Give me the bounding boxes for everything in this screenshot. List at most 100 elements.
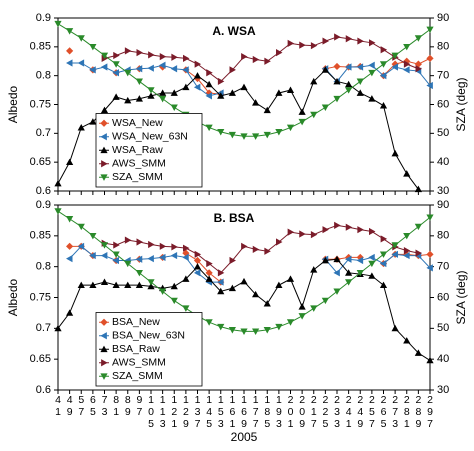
y2-tick-label: 80 xyxy=(437,230,449,242)
data-point xyxy=(229,66,236,74)
x-tick-label: 169 xyxy=(238,394,250,430)
data-point xyxy=(193,263,202,270)
data-point xyxy=(426,81,433,90)
data-point xyxy=(379,281,388,289)
data-point xyxy=(391,52,399,60)
x-tick-label: 81 xyxy=(110,394,122,418)
data-point xyxy=(263,326,271,334)
data-point xyxy=(159,61,166,69)
data-point xyxy=(298,313,306,320)
x-tick-label: 121 xyxy=(168,394,180,430)
data-point xyxy=(333,269,340,277)
data-point xyxy=(333,77,341,85)
y-tick-label: 0.65 xyxy=(30,353,51,365)
data-point xyxy=(205,124,213,132)
series-line xyxy=(69,62,431,97)
data-point xyxy=(217,287,225,295)
x-tick-label: 105 xyxy=(145,394,157,430)
data-point xyxy=(135,281,143,289)
data-point xyxy=(205,92,213,100)
legend-marker xyxy=(101,160,108,168)
data-point xyxy=(66,309,74,316)
data-point xyxy=(391,324,399,332)
data-point xyxy=(310,111,318,119)
data-point xyxy=(379,61,388,68)
data-point xyxy=(66,255,73,263)
data-point xyxy=(379,259,387,268)
data-point xyxy=(147,64,154,72)
data-point xyxy=(77,281,85,289)
data-point xyxy=(275,281,283,289)
x-tick-label: 233 xyxy=(331,394,343,430)
data-point xyxy=(66,242,74,250)
data-point xyxy=(275,323,283,331)
data-point xyxy=(193,83,201,91)
data-point xyxy=(298,118,306,126)
series-line xyxy=(104,36,419,83)
data-point xyxy=(194,60,202,68)
x-tick-label: 201 xyxy=(285,394,297,430)
data-point xyxy=(182,244,190,252)
y-tick-label: 0.75 xyxy=(30,98,51,110)
x-tick-label: 257 xyxy=(366,394,378,430)
data-point xyxy=(124,281,132,289)
y2-tick-label: 70 xyxy=(437,70,449,82)
data-point xyxy=(426,250,434,258)
y-tick-label: 0.85 xyxy=(30,230,51,242)
data-point xyxy=(368,260,376,268)
data-point xyxy=(193,72,202,79)
data-point xyxy=(124,260,132,268)
data-point xyxy=(286,275,295,282)
data-point xyxy=(182,54,190,62)
data-point xyxy=(368,61,375,69)
data-point xyxy=(182,66,189,74)
data-point xyxy=(100,242,109,249)
data-point xyxy=(170,104,178,111)
data-point xyxy=(205,319,213,326)
data-point xyxy=(426,264,433,272)
legend-marker xyxy=(100,345,108,353)
legend-label: WSA_New xyxy=(112,117,163,129)
data-point xyxy=(403,170,411,177)
data-point xyxy=(252,133,260,140)
data-point xyxy=(159,53,167,61)
data-point xyxy=(77,123,85,131)
data-point xyxy=(182,275,190,282)
data-point xyxy=(136,49,143,57)
data-point xyxy=(228,326,236,334)
x-tick-label: 241 xyxy=(343,394,355,430)
data-point xyxy=(391,63,399,71)
data-point xyxy=(89,251,96,260)
x-tick-label: 145 xyxy=(203,394,215,430)
data-point xyxy=(124,47,132,55)
data-point xyxy=(89,118,97,125)
panel-title: B. BSA xyxy=(214,211,255,225)
data-point xyxy=(403,247,411,255)
y2-tick-label: 60 xyxy=(437,291,449,303)
data-point xyxy=(334,33,341,41)
data-point xyxy=(147,279,155,286)
data-point xyxy=(356,63,364,71)
x-tick-label: 41 xyxy=(52,394,64,418)
data-point xyxy=(379,72,387,80)
x-tick-label: 209 xyxy=(296,394,308,430)
data-point xyxy=(135,95,143,102)
data-point xyxy=(310,42,318,50)
series-line xyxy=(104,224,419,274)
data-point xyxy=(135,269,143,277)
data-point xyxy=(77,59,85,67)
data-point xyxy=(135,255,143,263)
data-point xyxy=(240,328,248,336)
data-point xyxy=(217,77,225,86)
data-point xyxy=(298,108,306,115)
data-point xyxy=(241,242,248,250)
legend-label: SZA_SMM xyxy=(112,370,163,382)
legend-marker xyxy=(100,174,108,181)
data-point xyxy=(357,37,364,45)
data-point xyxy=(380,46,388,54)
data-point xyxy=(112,281,120,289)
series-line xyxy=(69,245,431,283)
data-point xyxy=(148,51,155,59)
data-point xyxy=(333,255,341,263)
